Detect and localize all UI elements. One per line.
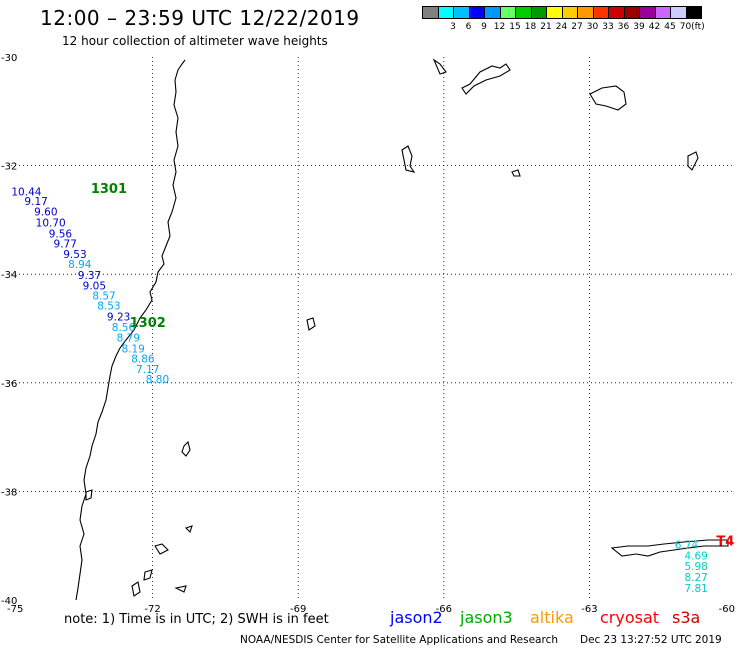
wave-height-value: 9.53 bbox=[63, 249, 86, 261]
color-scale-label: 9 bbox=[481, 22, 487, 32]
latitude-label: -30 bbox=[1, 53, 17, 64]
color-scale-label: 21 bbox=[540, 22, 552, 32]
island-3 bbox=[154, 543, 169, 555]
island-falkland bbox=[401, 145, 416, 173]
color-scale-label: 42 bbox=[648, 22, 661, 32]
color-scale-label: 24 bbox=[555, 22, 568, 32]
landmass-south-east bbox=[610, 539, 729, 557]
wave-height-value: 9.60 bbox=[34, 207, 57, 219]
longitude-label: -75 bbox=[7, 604, 23, 615]
color-swatch bbox=[685, 6, 702, 19]
color-scale-label: 33 bbox=[602, 22, 614, 32]
latitude-labels: -30 -32 -34 -36 -38 -40 bbox=[1, 53, 17, 607]
color-scale-label: 39 bbox=[633, 22, 645, 32]
map-subtitle: 12 hour collection of altimeter wave hei… bbox=[62, 34, 328, 48]
island-6 bbox=[131, 581, 141, 597]
wave-height-value: 9.17 bbox=[24, 196, 47, 208]
island-9 bbox=[432, 58, 447, 75]
wave-height-value: 8.27 bbox=[684, 572, 707, 584]
wave-height-value: 4.69 bbox=[684, 550, 707, 562]
island-4 bbox=[143, 569, 153, 581]
island-1 bbox=[181, 440, 191, 457]
wave-height-value: 7.81 bbox=[684, 583, 707, 595]
buoy-id-label: T4 bbox=[716, 535, 734, 550]
latitude-label: -32 bbox=[1, 162, 17, 173]
color-scale-label: 15 bbox=[509, 22, 521, 32]
wave-height-value: 8.79 bbox=[117, 333, 140, 345]
longitude-labels: -75 -72 -69 -66 -63 -60 bbox=[7, 604, 735, 615]
wave-height-observations: 10.449.179.6010.709.569.779.538.949.379.… bbox=[11, 186, 707, 594]
legend-entry-altika: altika bbox=[530, 608, 574, 627]
legend-entry-jason2: jason2 bbox=[390, 608, 443, 627]
latitude-label: -34 bbox=[1, 270, 17, 281]
wave-height-value: 8.80 bbox=[146, 374, 169, 386]
color-scale-bar bbox=[422, 6, 702, 19]
longitude-label: -69 bbox=[290, 604, 306, 615]
buoy-markers: 1301 1302 T4 bbox=[91, 182, 734, 550]
color-scale-label: 27 bbox=[571, 22, 583, 32]
longitude-label: -60 bbox=[719, 604, 735, 615]
wave-height-value: 9.37 bbox=[78, 270, 101, 282]
wave-height-value: 10.44 bbox=[11, 186, 41, 198]
color-scale-label: 45 bbox=[664, 22, 676, 32]
color-scale-label: 30 bbox=[586, 22, 599, 32]
island-8 bbox=[687, 151, 699, 171]
island-chiloe bbox=[85, 489, 93, 501]
buoy-id-label: 1302 bbox=[130, 316, 166, 331]
wave-height-value: 8.86 bbox=[131, 354, 155, 366]
footer-credit: NOAA/NESDIS Center for Satellite Applica… bbox=[240, 634, 558, 646]
landmass-north bbox=[461, 63, 511, 95]
wave-height-value: 9.56 bbox=[49, 228, 73, 240]
note-text: note: 1) Time is in UTC; 2) SWH is in fe… bbox=[64, 612, 329, 627]
wave-height-value: 8.53 bbox=[97, 300, 120, 312]
coastline bbox=[75, 58, 729, 601]
color-scale-label: 18 bbox=[524, 22, 537, 32]
color-scale-label: 12 bbox=[493, 22, 506, 32]
wave-height-value: 8.94 bbox=[68, 259, 92, 271]
map-title: 12:00 – 23:59 UTC 12/22/2019 bbox=[40, 6, 360, 30]
longitude-label: -63 bbox=[581, 604, 597, 615]
latitude-label: -38 bbox=[1, 487, 17, 498]
wave-height-value: 8.19 bbox=[121, 343, 144, 355]
island-5 bbox=[174, 585, 187, 593]
legend-entry-cryosat: cryosat bbox=[600, 608, 660, 627]
island-fernandez-1 bbox=[306, 317, 316, 331]
island-7 bbox=[511, 169, 521, 177]
island-georgia bbox=[589, 85, 627, 111]
latitude-label: -40 bbox=[1, 596, 17, 607]
wave-height-value: 10.70 bbox=[36, 217, 66, 229]
wave-height-value: 8.57 bbox=[92, 291, 115, 303]
wave-height-value: 7.17 bbox=[136, 364, 159, 376]
latitude-label: -36 bbox=[1, 379, 17, 390]
wave-height-value: 9.23 bbox=[107, 311, 130, 323]
color-scale-label: 70 bbox=[679, 22, 692, 32]
buoy-id-label: 1301 bbox=[91, 182, 127, 197]
color-scale-label: 6 bbox=[465, 22, 472, 32]
wave-height-value: 6.74 bbox=[675, 539, 699, 551]
color-scale-label: 3 bbox=[450, 22, 456, 32]
legend-entry-s3a: s3a bbox=[672, 608, 701, 627]
color-scale-label: 36 bbox=[617, 22, 630, 32]
wave-height-value: 5.98 bbox=[684, 561, 707, 573]
lat-lon-grid bbox=[7, 57, 735, 600]
footer-timestamp: Dec 23 13:27:52 UTC 2019 bbox=[580, 634, 722, 646]
wave-height-value: 9.05 bbox=[83, 280, 106, 292]
wave-height-value: 8.56 bbox=[112, 322, 136, 334]
legend-entry-jason3: jason3 bbox=[460, 608, 513, 627]
longitude-label: -66 bbox=[436, 604, 452, 615]
longitude-label: -72 bbox=[144, 604, 160, 615]
wave-height-value: 9.77 bbox=[54, 239, 77, 251]
color-scale-unit: (ft) bbox=[691, 22, 705, 32]
island-2 bbox=[184, 525, 193, 534]
